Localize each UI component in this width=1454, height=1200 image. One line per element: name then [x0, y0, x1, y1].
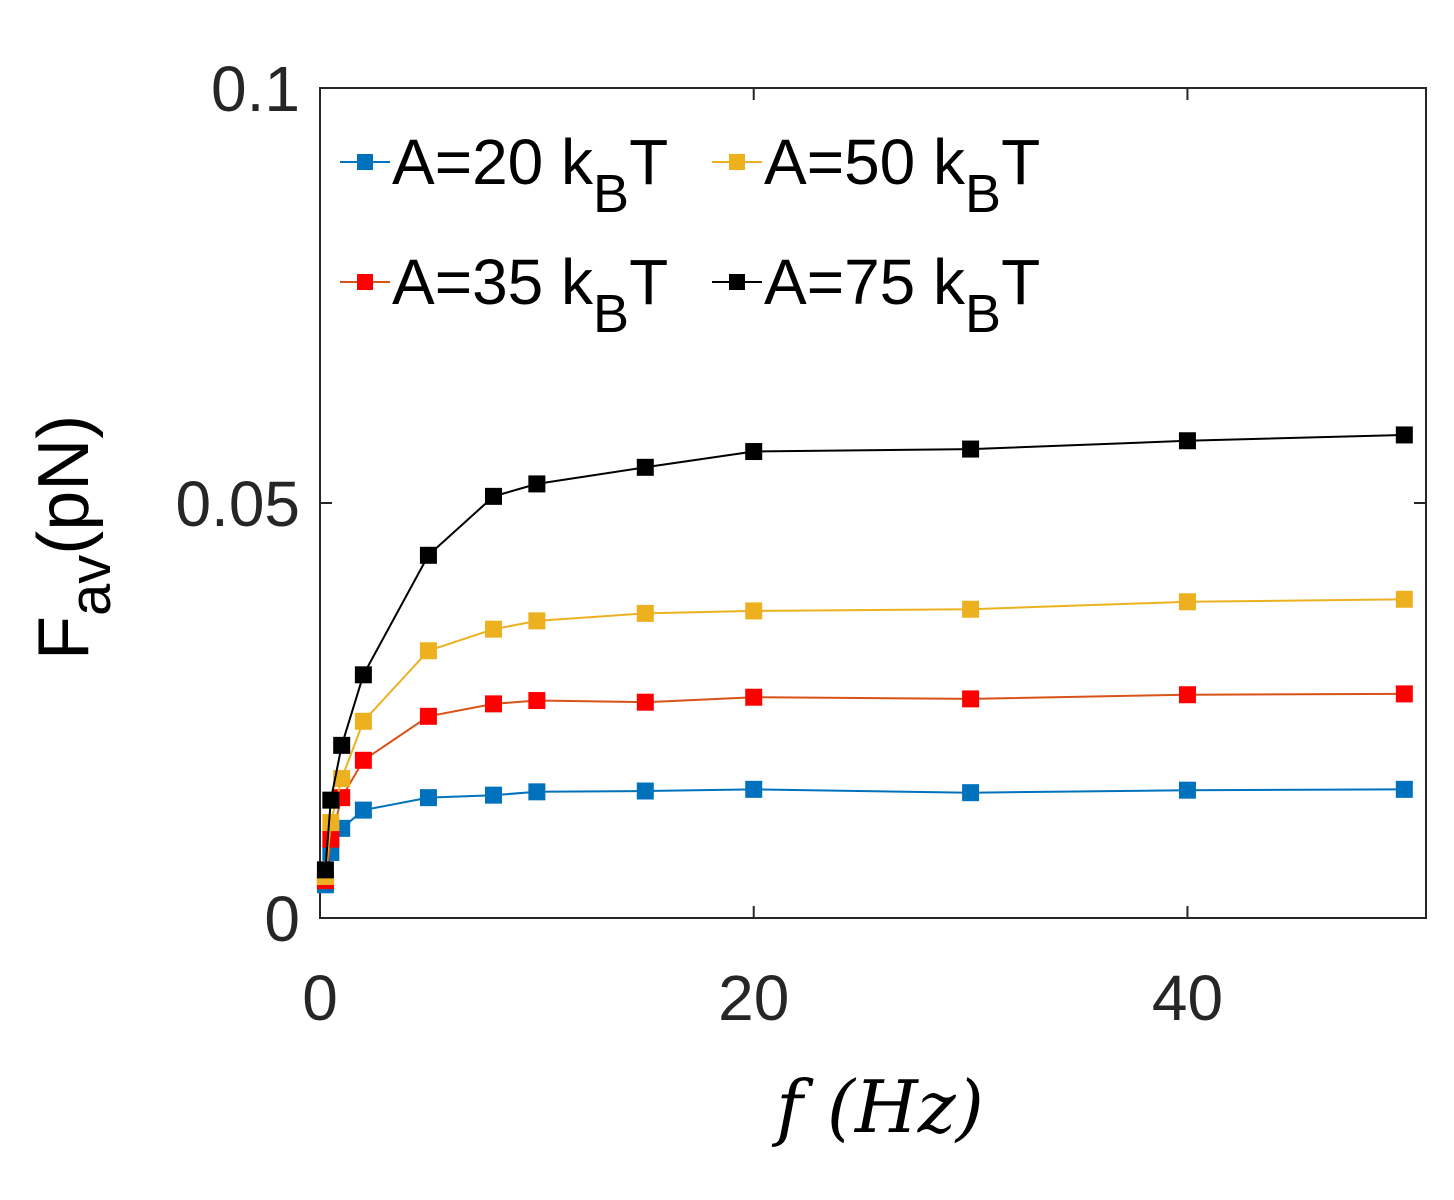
- data-point: [1178, 432, 1196, 450]
- data-point: [419, 546, 437, 564]
- data-point: [962, 600, 980, 618]
- data-point: [1395, 590, 1413, 608]
- y-axis-label: Fav(pN): [24, 415, 123, 660]
- data-point: [962, 440, 980, 458]
- legend-item: A=75 kBT: [712, 246, 1040, 344]
- data-point: [528, 783, 546, 801]
- legend-label-subscript: B: [965, 164, 1001, 224]
- data-point: [354, 666, 372, 684]
- data-point: [322, 830, 340, 848]
- y-axis-label-main: F: [24, 616, 104, 660]
- data-point: [354, 712, 372, 730]
- data-point: [419, 642, 437, 660]
- axis-ticks: [319, 87, 1426, 919]
- data-point: [962, 690, 980, 708]
- data-point: [322, 814, 340, 832]
- x-axis-label: f (Hz): [771, 1065, 984, 1149]
- legend-marker: [357, 154, 373, 170]
- data-point: [636, 693, 654, 711]
- data-point: [528, 612, 546, 630]
- legend-label: A=50 kBT: [764, 126, 1040, 224]
- data-point: [1178, 781, 1196, 799]
- data-point: [636, 458, 654, 476]
- data-point: [484, 620, 502, 638]
- data-point: [316, 861, 334, 879]
- data-series: [316, 426, 1413, 894]
- data-point: [528, 475, 546, 493]
- legend-label-main: A=35 k: [392, 246, 594, 318]
- legend-item: A=50 kBT: [712, 126, 1040, 224]
- legend-label-end: T: [629, 126, 668, 198]
- legend-label-main: A=20 k: [392, 126, 594, 198]
- y-axis-label-unit: (pN): [24, 415, 104, 555]
- data-point: [636, 604, 654, 622]
- data-point: [1395, 780, 1413, 798]
- legend-marker: [729, 274, 745, 290]
- x-tick-label: 0: [302, 962, 338, 1034]
- data-point: [419, 789, 437, 807]
- data-point: [745, 443, 763, 461]
- legend-marker: [357, 274, 373, 290]
- data-point: [745, 602, 763, 620]
- y-axis-label-subscript: av: [58, 555, 123, 616]
- legend-label: A=75 kBT: [764, 246, 1040, 344]
- data-point: [962, 784, 980, 802]
- x-tick-label: 40: [1152, 962, 1223, 1034]
- series-a-75-kbt: [316, 426, 1413, 879]
- data-point: [1178, 593, 1196, 611]
- axis-tick-labels: 0 20 40 0 0.05 0.1: [175, 53, 1223, 1034]
- legend-label-end: T: [1001, 246, 1040, 318]
- data-point: [745, 780, 763, 798]
- data-point: [354, 751, 372, 769]
- series-a-20-kbt: [316, 780, 1413, 894]
- data-point: [484, 695, 502, 713]
- legend-marker: [729, 154, 745, 170]
- legend-item: A=35 kBT: [340, 246, 668, 344]
- data-point: [333, 736, 351, 754]
- data-point: [528, 692, 546, 710]
- data-point: [419, 707, 437, 725]
- legend-label-subscript: B: [593, 284, 629, 344]
- y-tick-label: 0: [264, 883, 300, 955]
- data-point: [1395, 426, 1413, 444]
- legend-label-main: A=75 k: [764, 246, 966, 318]
- series-line: [324, 433, 1405, 870]
- data-point: [745, 688, 763, 706]
- x-axis-label-unit: (Hz): [827, 1065, 984, 1149]
- data-point: [484, 487, 502, 505]
- legend-label: A=20 kBT: [392, 126, 668, 224]
- legend-label-main: A=50 k: [764, 126, 966, 198]
- data-point: [322, 791, 340, 809]
- data-point: [484, 786, 502, 804]
- legend-item: A=20 kBT: [340, 126, 668, 224]
- legend-label-end: T: [629, 246, 668, 318]
- data-point: [354, 801, 372, 819]
- legend-label-subscript: B: [593, 164, 629, 224]
- y-tick-label: 0.05: [175, 468, 300, 540]
- data-point: [1178, 686, 1196, 704]
- data-point: [1395, 685, 1413, 703]
- data-point: [333, 770, 351, 788]
- legend-label: A=35 kBT: [392, 246, 668, 344]
- legend-label-subscript: B: [965, 284, 1001, 344]
- x-tick-label: 20: [718, 962, 789, 1034]
- data-point: [636, 782, 654, 800]
- y-tick-label: 0.1: [211, 53, 300, 125]
- legend-label-end: T: [1001, 126, 1040, 198]
- series-a-50-kbt: [316, 590, 1413, 885]
